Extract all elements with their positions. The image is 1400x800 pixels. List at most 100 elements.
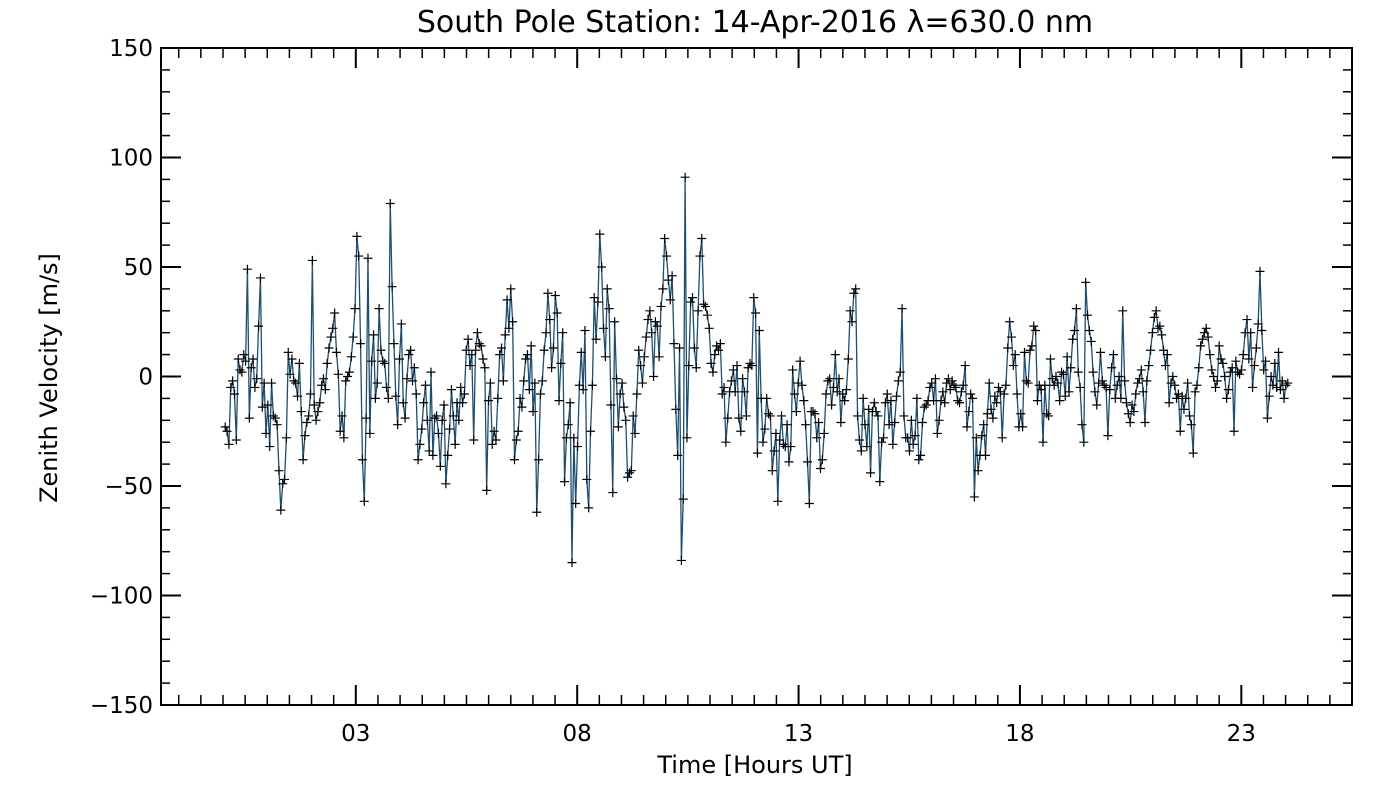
data-point — [697, 234, 707, 244]
data-point — [712, 341, 722, 351]
data-point — [925, 382, 935, 392]
data-point — [1090, 387, 1100, 397]
data-point — [1094, 378, 1104, 388]
data-point — [291, 378, 301, 388]
data-point — [1268, 380, 1278, 390]
data-point — [784, 457, 794, 467]
data-point — [508, 317, 518, 327]
data-point — [1210, 382, 1220, 392]
data-point — [1266, 372, 1276, 381]
data-point — [1212, 376, 1222, 386]
data-point — [1164, 398, 1174, 408]
data-point — [586, 426, 596, 436]
data-point — [409, 363, 419, 373]
data-point — [521, 354, 531, 364]
data-point — [387, 282, 397, 292]
data-point — [608, 488, 618, 498]
data-point — [680, 172, 690, 182]
data-point — [504, 323, 514, 333]
data-point — [639, 352, 649, 362]
data-point — [682, 433, 692, 443]
data-point — [482, 485, 492, 495]
data-point — [795, 356, 805, 366]
data-point — [294, 358, 304, 368]
data-point — [274, 466, 284, 476]
data-point — [971, 433, 981, 443]
data-point — [1222, 393, 1232, 403]
data-point — [1047, 374, 1057, 384]
data-point — [1025, 345, 1035, 355]
data-point — [1062, 352, 1072, 362]
data-point — [777, 411, 787, 421]
data-point — [367, 356, 377, 366]
data-point — [1134, 374, 1144, 384]
data-point — [480, 363, 490, 373]
data-point — [825, 374, 835, 384]
data-point — [1044, 411, 1054, 421]
data-point — [702, 310, 712, 320]
data-point — [782, 420, 792, 430]
data-point — [547, 363, 557, 373]
data-point — [1249, 361, 1259, 371]
data-point — [396, 319, 406, 329]
data-point — [485, 378, 495, 388]
y-axis-label: Zenith Velocity [m/s] — [35, 253, 63, 503]
data-point — [289, 376, 299, 386]
data-point — [476, 341, 486, 351]
data-point — [1040, 380, 1050, 390]
data-point — [947, 376, 957, 386]
data-point — [569, 433, 579, 443]
data-point — [719, 382, 729, 392]
data-point — [968, 393, 978, 403]
y-tick-label: −100 — [90, 584, 153, 610]
data-point — [1086, 336, 1096, 346]
data-point — [649, 372, 659, 381]
data-point — [589, 293, 599, 303]
data-point — [819, 428, 829, 438]
data-point — [1192, 380, 1202, 390]
data-point — [1027, 341, 1037, 351]
data-point — [667, 271, 677, 281]
data-point — [879, 433, 889, 443]
data-point — [728, 365, 738, 375]
data-point — [556, 358, 566, 368]
data-point — [919, 402, 929, 412]
data-point — [498, 376, 508, 386]
data-point — [706, 358, 716, 368]
data-point — [233, 354, 243, 364]
data-point — [437, 415, 447, 425]
data-point — [506, 284, 516, 294]
data-point — [471, 345, 481, 355]
data-point — [675, 343, 685, 353]
data-point — [469, 435, 479, 445]
data-point — [936, 396, 946, 406]
data-point — [732, 361, 742, 371]
data-point — [1031, 326, 1041, 336]
data-point — [587, 380, 597, 390]
y-tick-label: 100 — [109, 146, 153, 172]
data-point — [311, 415, 321, 425]
data-point — [810, 409, 820, 419]
data-point — [324, 343, 334, 353]
data-point — [432, 411, 442, 421]
data-point — [1053, 378, 1063, 388]
data-point — [973, 466, 983, 476]
data-point — [645, 306, 655, 316]
data-point — [361, 413, 371, 423]
chart-title: South Pole Station: 14-Apr-2016 λ=630.0 … — [417, 5, 1093, 40]
data-point — [420, 380, 430, 390]
data-point — [1179, 404, 1189, 414]
data-point — [489, 426, 499, 436]
data-point — [1223, 385, 1233, 395]
data-point — [539, 345, 549, 355]
y-tick-label: 150 — [109, 36, 153, 62]
data-point — [1142, 376, 1152, 386]
data-point — [472, 328, 482, 338]
data-point — [272, 420, 282, 430]
data-point — [270, 413, 280, 423]
data-point — [422, 415, 432, 425]
data-point — [956, 387, 966, 397]
data-point — [478, 354, 488, 364]
data-point — [854, 435, 864, 445]
data-point — [408, 376, 417, 386]
